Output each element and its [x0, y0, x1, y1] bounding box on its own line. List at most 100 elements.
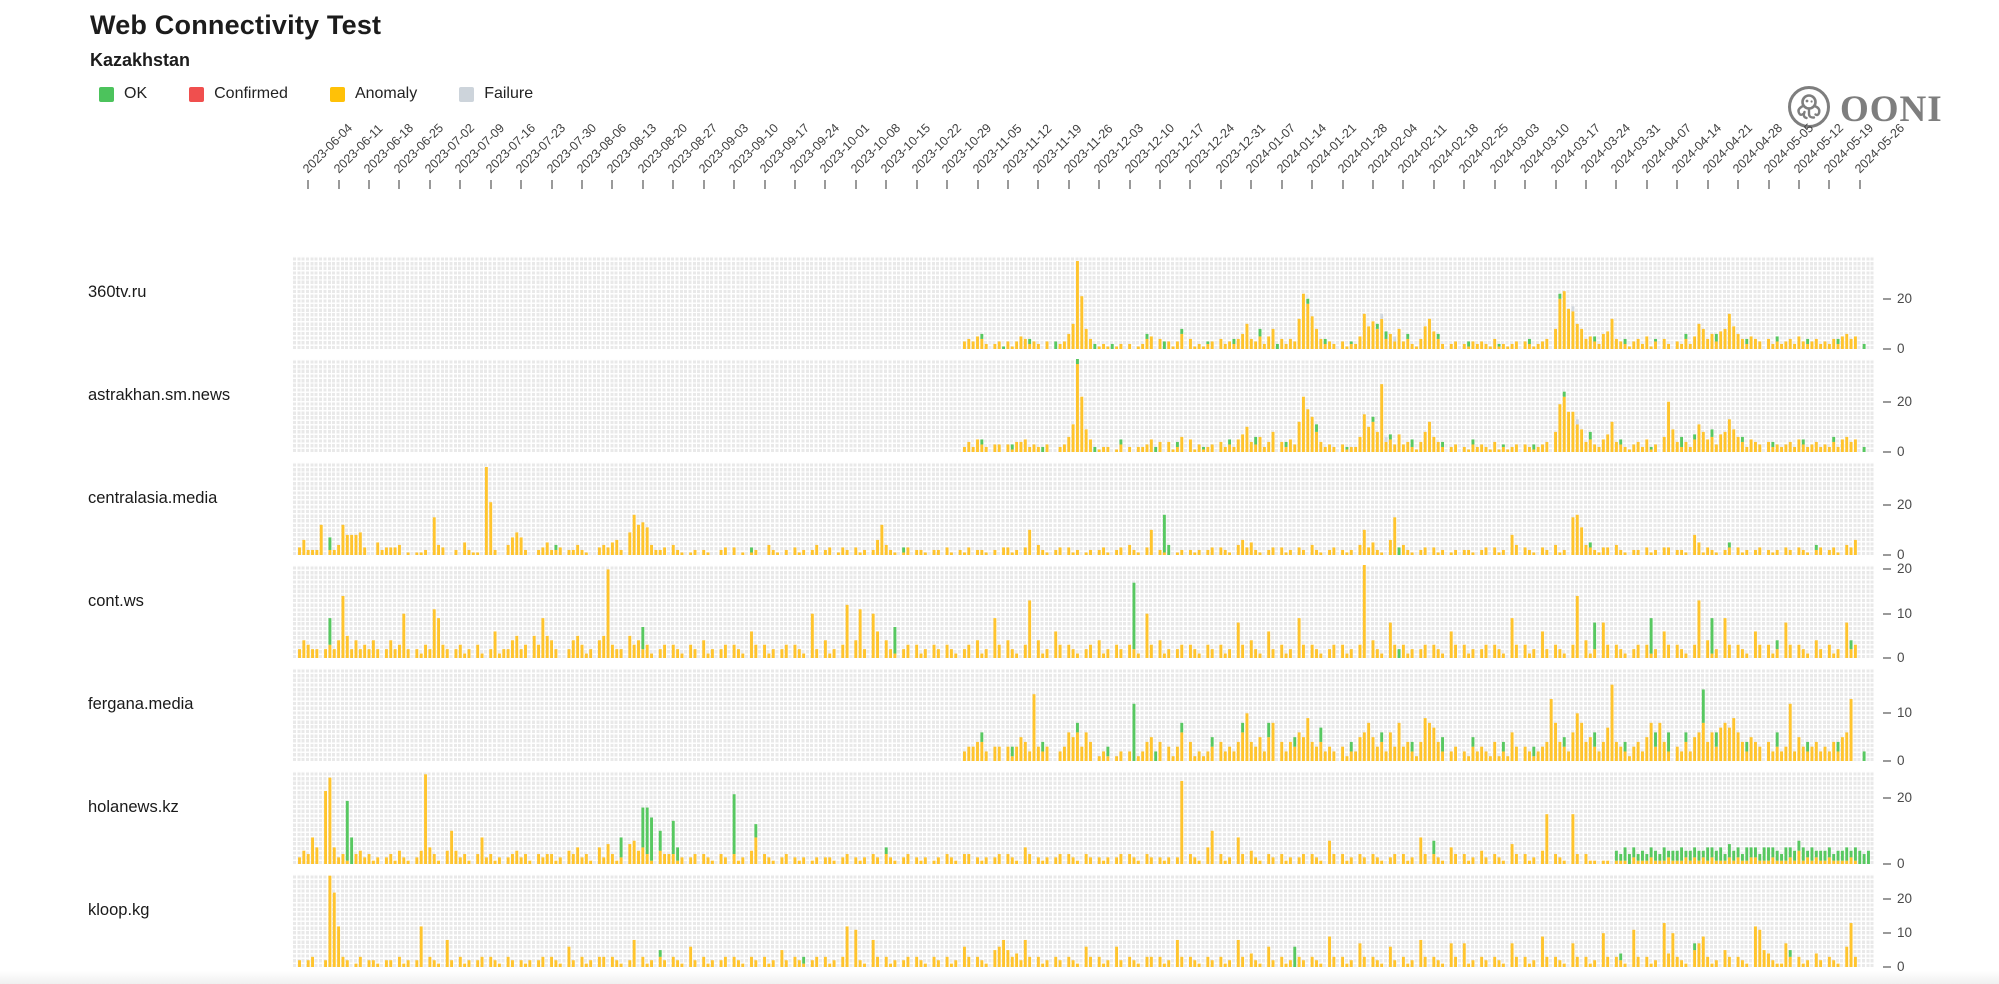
- week-tick-mark: [1402, 180, 1405, 189]
- week-tick-mark: [1189, 180, 1192, 189]
- y-tick-label: 20: [1897, 891, 1913, 907]
- y-tick-mark: [1883, 796, 1891, 799]
- date-axis: 2023-06-04 2023-06-11 2023-06-18 2023-06-25…: [293, 110, 1933, 256]
- y-tick-mark: [1883, 568, 1891, 571]
- y-tick-label: 20: [1897, 561, 1913, 577]
- y-tick-mark: [1883, 554, 1891, 556]
- week-tick-mark: [915, 180, 918, 189]
- y-tick-mark: [1883, 760, 1891, 762]
- week-tick-mark: [1706, 180, 1709, 189]
- site-label: fergana.media: [88, 695, 194, 713]
- y-tick-mark: [1883, 712, 1891, 715]
- week-tick-mark: [398, 180, 401, 189]
- week-tick-mark: [672, 180, 675, 189]
- legend-swatch-ok: [99, 86, 114, 102]
- ooni-octopus-icon: [1786, 84, 1832, 135]
- chart-row-360tv.ru[interactable]: 360tv.ru 0 20: [88, 256, 1912, 356]
- y-tick-label: 10: [1897, 705, 1913, 721]
- week-tick-mark: [1098, 180, 1101, 189]
- y-tick-label: 0: [1897, 753, 1905, 768]
- week-tick-mark: [1554, 180, 1557, 189]
- legend-swatch-anomaly: [329, 86, 345, 102]
- week-tick-mark: [1280, 180, 1283, 189]
- week-tick-mark: [1828, 180, 1831, 189]
- week-tick-mark: [337, 180, 340, 189]
- week-tick-mark: [428, 180, 431, 189]
- legend-item-ok: OK: [99, 85, 147, 103]
- y-tick-label: 0: [1897, 650, 1905, 665]
- y-tick-label: 0: [1897, 856, 1905, 871]
- week-tick-mark: [520, 180, 523, 189]
- week-tick-mark: [763, 180, 766, 189]
- y-tick-mark: [1883, 657, 1891, 659]
- legend-swatch-confirmed: [189, 86, 205, 102]
- site-label: astrakhan.sm.news: [88, 386, 231, 404]
- week-tick-mark: [1524, 180, 1527, 189]
- week-tick-mark: [459, 180, 462, 189]
- y-tick-mark: [1883, 503, 1891, 506]
- chart-row-kloop.kg[interactable]: kloop.kg 0 10 20: [88, 874, 1912, 974]
- week-tick-mark: [611, 180, 614, 189]
- chart-row-centralasia.media[interactable]: centralasia.media 0 20: [88, 462, 1912, 562]
- week-tick-mark: [976, 180, 979, 189]
- bars-plot[interactable]: [293, 668, 1875, 761]
- week-tick-mark: [1858, 180, 1861, 189]
- week-tick-mark: [793, 180, 796, 189]
- week-tick-mark: [1341, 180, 1344, 189]
- site-label: cont.ws: [88, 592, 144, 610]
- ooni-logo[interactable]: OONI: [1786, 84, 1943, 135]
- week-tick-mark: [550, 180, 553, 189]
- y-tick-mark: [1883, 297, 1891, 300]
- week-tick-mark: [1584, 180, 1587, 189]
- week-tick-mark: [1645, 180, 1648, 189]
- week-tick-mark: [1493, 180, 1496, 189]
- bars-plot[interactable]: [293, 565, 1875, 658]
- week-tick-mark: [854, 180, 857, 189]
- week-tick-mark: [641, 180, 644, 189]
- footer-strip: [0, 971, 1999, 984]
- week-tick-mark: [1159, 180, 1162, 189]
- week-tick-mark: [368, 180, 371, 189]
- bars-plot[interactable]: [293, 256, 1875, 349]
- y-tick-mark: [1883, 898, 1891, 901]
- week-tick-mark: [1615, 180, 1618, 189]
- bars-plot[interactable]: [293, 771, 1875, 864]
- y-tick-mark: [1883, 612, 1891, 615]
- week-tick-mark: [1219, 180, 1222, 189]
- y-tick-label: 0: [1897, 341, 1905, 356]
- site-label: 360tv.ru: [88, 283, 147, 301]
- week-tick-mark: [581, 180, 584, 189]
- y-tick-label: 20: [1897, 393, 1913, 409]
- y-tick-label: 0: [1897, 959, 1905, 974]
- bars-plot[interactable]: [293, 359, 1875, 452]
- page-title: Web Connectivity Test: [90, 10, 382, 40]
- chart-row-astrakhan.sm.news[interactable]: astrakhan.sm.news 0 20: [88, 359, 1912, 459]
- bars-plot[interactable]: [293, 874, 1875, 967]
- week-tick-mark: [307, 180, 310, 189]
- week-tick-mark: [1767, 180, 1770, 189]
- y-tick-mark: [1883, 932, 1891, 935]
- legend-swatch-failure: [459, 86, 475, 102]
- y-tick-label: 10: [1897, 925, 1913, 941]
- legend-item-failure: Failure: [459, 85, 533, 103]
- week-tick-mark: [1463, 180, 1466, 189]
- y-tick-label: 10: [1897, 605, 1913, 621]
- week-tick-mark: [824, 180, 827, 189]
- week-tick-mark: [1067, 180, 1070, 189]
- ooni-wordmark: OONI: [1840, 89, 1943, 130]
- y-tick-label: 20: [1897, 789, 1913, 805]
- legend-label: OK: [124, 85, 148, 102]
- bars-plot[interactable]: [293, 462, 1875, 555]
- chart-row-cont.ws[interactable]: cont.ws 0 10 20: [88, 561, 1912, 665]
- legend-label: Anomaly: [354, 85, 418, 102]
- site-label: kloop.kg: [88, 901, 150, 919]
- week-tick-mark: [1250, 180, 1253, 189]
- week-tick-mark: [1372, 180, 1375, 189]
- week-tick-mark: [1311, 180, 1314, 189]
- week-tick-mark: [1797, 180, 1800, 189]
- week-tick-mark: [1737, 180, 1740, 189]
- chart-row-fergana.media[interactable]: fergana.media 0 10: [88, 668, 1912, 768]
- week-tick-mark: [946, 180, 949, 189]
- chart-row-holanews.kz[interactable]: holanews.kz 0 20: [88, 771, 1912, 871]
